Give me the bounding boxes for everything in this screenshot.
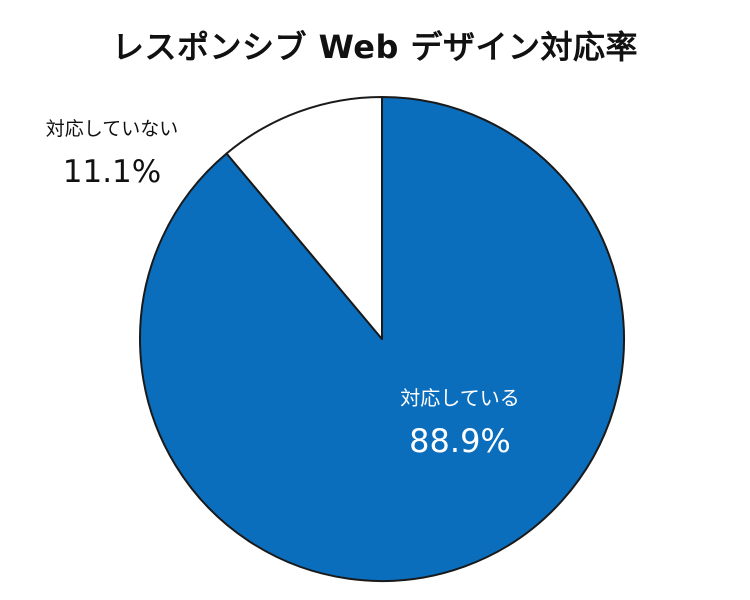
pie-slice-1 xyxy=(225,96,383,340)
chart-title: レスポンシブ Web デザイン対応率 xyxy=(111,28,639,66)
pie-labels: 対応している 88.9% 対応していない 11.1% xyxy=(46,118,520,460)
slice-percent-0: 88.9% xyxy=(409,422,511,460)
slice-label-1: 対応していない xyxy=(46,118,178,140)
slice-label-0: 対応している xyxy=(400,386,519,410)
slice-percent-1: 11.1% xyxy=(63,154,161,190)
pie-slices xyxy=(139,96,625,582)
